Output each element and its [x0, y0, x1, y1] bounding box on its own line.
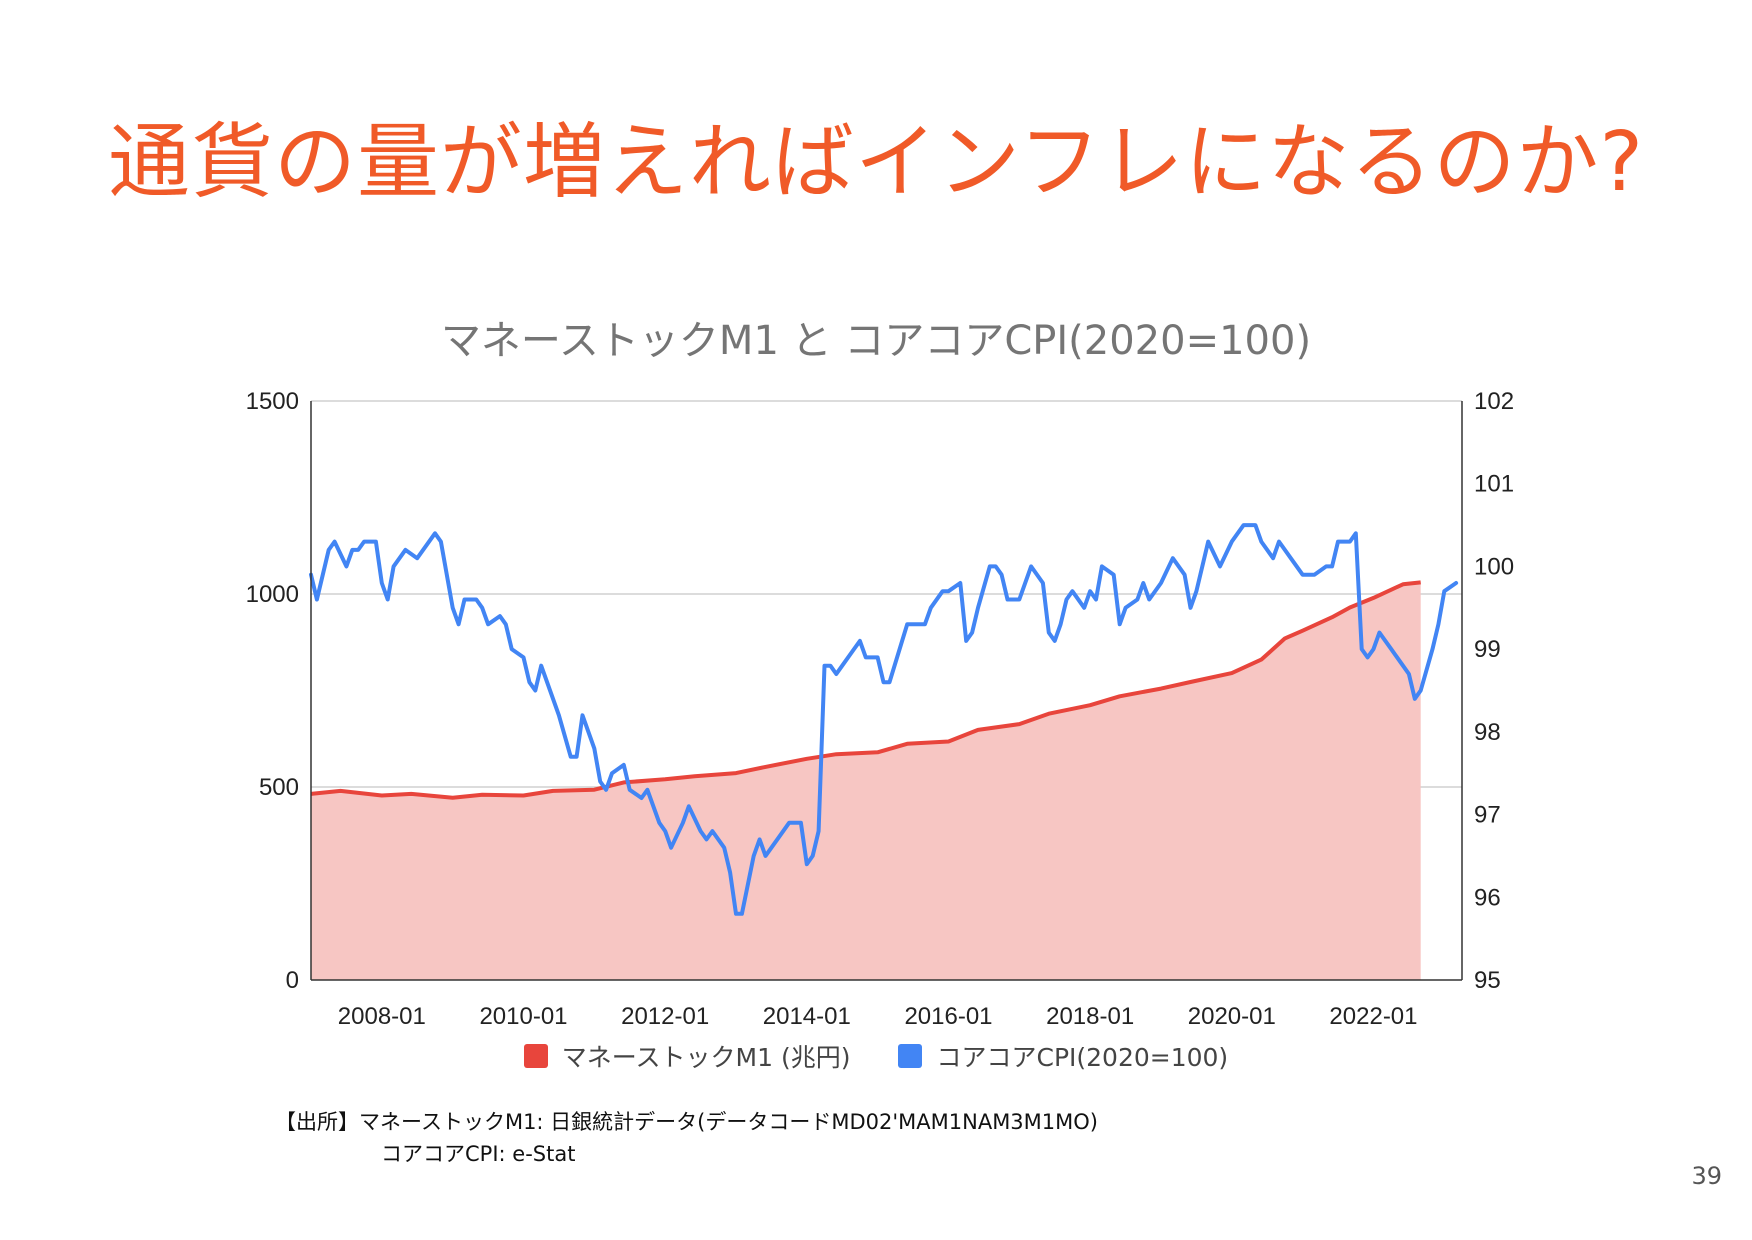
slide-title: 通貨の量が増えればインフレになるのか?	[107, 115, 1645, 210]
m1-series	[310, 580, 1421, 980]
legend-item-cpi: コアコアCPI(2020=100)	[898, 1038, 1228, 1074]
x-tick-label: 2018-01	[1046, 1003, 1134, 1030]
axes	[310, 401, 1463, 981]
right-y-tick-label: 98	[1474, 719, 1501, 746]
legend-label-m1: マネーストックM1 (兆円)	[561, 1043, 851, 1072]
source-note: 【出所】マネーストックM1: 日銀統計データ(データコードMD02'MAM1NA…	[275, 1106, 1098, 1170]
left-y-tick-label: 1000	[246, 581, 299, 608]
cpi-series	[309, 523, 1459, 916]
x-tick-label: 2022-01	[1329, 1003, 1417, 1030]
right-y-axis-ticks: 95 96 97 98 99 100 101 102	[1474, 388, 1514, 994]
page-number: 39	[1691, 1162, 1722, 1190]
legend-swatch-m1	[523, 1044, 548, 1068]
legend-label-cpi: コアコアCPI(2020=100)	[936, 1043, 1229, 1072]
x-tick-label: 2016-01	[904, 1003, 992, 1030]
x-tick-label: 2012-01	[621, 1003, 709, 1030]
x-axis-ticks: 2008-01 2010-01 2012-01 2014-01 2016-01 2018-…	[338, 1003, 1418, 1030]
left-y-axis-ticks: 0 500 1000 1500	[246, 388, 299, 994]
right-y-tick-label: 99	[1474, 636, 1501, 663]
x-tick-label: 2010-01	[479, 1003, 567, 1030]
right-y-tick-label: 102	[1474, 388, 1514, 415]
m1-area-fill	[311, 582, 1421, 980]
legend-item-m1: マネーストックM1 (兆円)	[523, 1038, 851, 1074]
x-tick-label: 2020-01	[1188, 1003, 1276, 1030]
left-y-tick-label: 0	[286, 967, 299, 994]
legend-swatch-cpi	[898, 1044, 923, 1068]
source-line-2: コアコアCPI: e-Stat	[381, 1142, 576, 1166]
source-line-1: 【出所】マネーストックM1: 日銀統計データ(データコードMD02'MAM1NA…	[275, 1110, 1098, 1134]
right-y-tick-label: 101	[1474, 471, 1514, 498]
chart-title: マネーストックM1 と コアコアCPI(2020=100)	[440, 318, 1312, 364]
legend: マネーストックM1 (兆円) コアコアCPI(2020=100)	[0, 1038, 1752, 1074]
left-y-tick-label: 1500	[246, 388, 299, 415]
x-tick-label: 2008-01	[338, 1003, 426, 1030]
right-y-tick-label: 100	[1474, 553, 1514, 580]
left-y-tick-label: 500	[259, 774, 299, 801]
cpi-line	[309, 523, 1459, 916]
x-tick-label: 2014-01	[763, 1003, 851, 1030]
right-y-tick-label: 97	[1474, 802, 1501, 829]
m1-line	[310, 580, 1421, 800]
right-y-tick-label: 95	[1474, 967, 1501, 994]
right-y-tick-label: 96	[1474, 884, 1501, 911]
